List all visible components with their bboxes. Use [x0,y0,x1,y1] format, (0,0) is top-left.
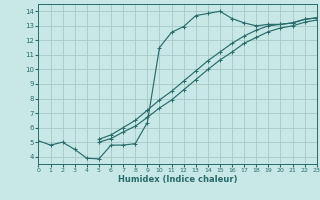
X-axis label: Humidex (Indice chaleur): Humidex (Indice chaleur) [118,175,237,184]
